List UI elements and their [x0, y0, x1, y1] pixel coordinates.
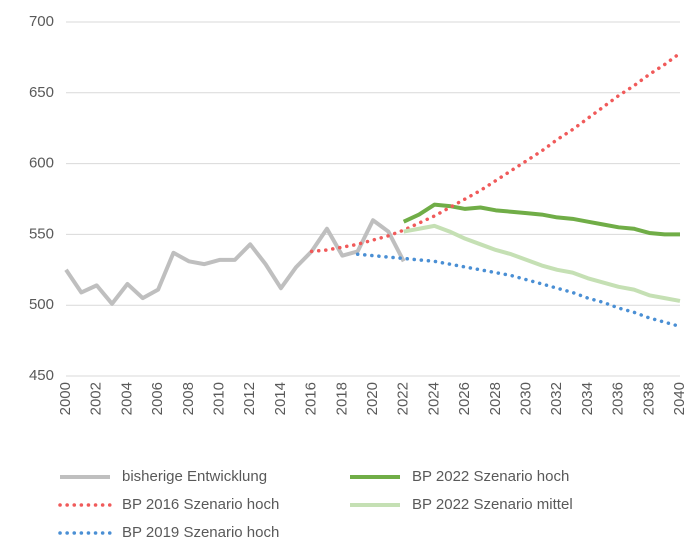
x-tick-label: 2020	[364, 382, 381, 415]
x-tick-label: 2036	[610, 382, 627, 415]
legend-label: BP 2022 Szenario hoch	[412, 468, 569, 485]
series-line	[403, 223, 681, 303]
y-tick-label: 650	[29, 84, 54, 101]
legend-label: BP 2016 Szenario hoch	[122, 496, 279, 513]
series-line	[309, 51, 682, 254]
x-tick-label: 2016	[303, 382, 320, 415]
x-tick-label: 2040	[671, 382, 688, 415]
series-line	[355, 252, 682, 329]
series-line	[64, 218, 406, 306]
y-tick-label: 700	[29, 13, 54, 30]
x-tick-label: 2030	[517, 382, 534, 415]
x-tick-label: 2022	[395, 382, 412, 415]
x-tick-label: 2004	[118, 382, 135, 415]
y-tick-label: 600	[29, 155, 54, 172]
legend-label: BP 2022 Szenario mittel	[412, 496, 573, 513]
x-tick-label: 2000	[57, 382, 74, 415]
x-tick-label: 2012	[241, 382, 258, 415]
x-tick-label: 2002	[88, 382, 105, 415]
x-tick-label: 2018	[333, 382, 350, 415]
y-tick-label: 450	[29, 367, 54, 384]
x-tick-label: 2026	[456, 382, 473, 415]
x-tick-label: 2038	[640, 382, 657, 415]
y-tick-label: 550	[29, 225, 54, 242]
x-tick-label: 2008	[180, 382, 197, 415]
x-tick-label: 2014	[272, 382, 289, 415]
x-tick-label: 2028	[487, 382, 504, 415]
legend-label: BP 2019 Szenario hoch	[122, 524, 279, 541]
x-tick-label: 2006	[149, 382, 166, 415]
x-tick-label: 2032	[548, 382, 565, 415]
x-tick-label: 2034	[579, 382, 596, 415]
x-tick-label: 2024	[425, 382, 442, 415]
legend-label: bisherige Entwicklung	[122, 468, 267, 485]
y-tick-label: 500	[29, 296, 54, 313]
series-line	[402, 202, 680, 237]
x-tick-label: 2010	[210, 382, 227, 415]
